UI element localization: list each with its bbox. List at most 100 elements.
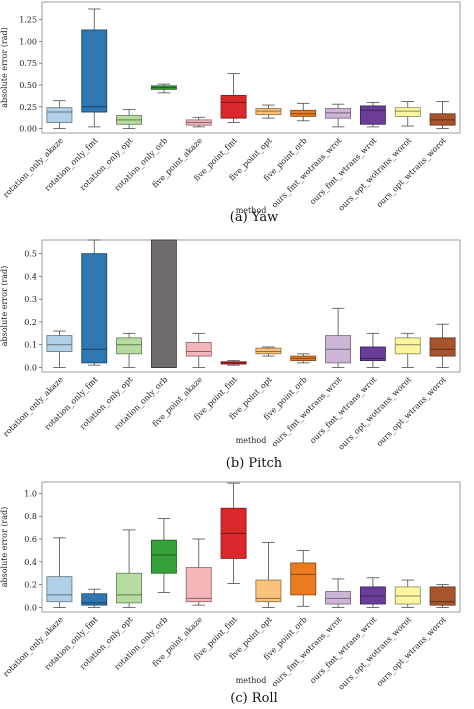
panel-roll: (c) Roll 0.0 0.2 0.4 0.6 0.8 1.0 absolute erro… bbox=[0, 481, 461, 706]
box-five_point_orb bbox=[290, 550, 317, 607]
box-rotation_only_akaze bbox=[46, 537, 73, 608]
y-tick-label: 0.2 bbox=[24, 581, 37, 590]
iqr-box bbox=[255, 579, 282, 603]
y-axis-label: absolute error (rad) bbox=[0, 266, 9, 347]
box-rotation_only_opt bbox=[116, 332, 143, 368]
box-rotation_only_fmt bbox=[81, 8, 108, 128]
iqr-box bbox=[46, 576, 73, 603]
box-five_point_opt bbox=[255, 542, 282, 608]
y-tick-label: 1.25 bbox=[19, 15, 37, 24]
iqr-box bbox=[394, 586, 421, 605]
box-rotation_only_opt bbox=[116, 529, 143, 608]
iqr-box bbox=[220, 95, 247, 119]
box-five_point_fmt bbox=[220, 482, 247, 584]
x-tick-label: ours_fmt_wotrans_wrot bbox=[270, 374, 344, 448]
box-rotation_only_orb bbox=[150, 83, 177, 94]
x-tick-label: rotation_only_akaze bbox=[1, 136, 65, 200]
plot-frame bbox=[41, 1, 461, 134]
iqr-box bbox=[185, 567, 212, 603]
plot-frame bbox=[41, 239, 461, 373]
y-tick-label: 0.5 bbox=[24, 250, 37, 259]
box-rotation_only_fmt bbox=[81, 239, 108, 366]
caption-roll: (c) Roll bbox=[230, 691, 278, 706]
y-tick-label: 0.4 bbox=[24, 558, 37, 567]
y-tick-label: 0.50 bbox=[19, 81, 37, 90]
x-tick-label: ours_opt_wtrans_worot bbox=[375, 135, 449, 209]
box-ours_fmt_wtrans_wrot bbox=[359, 332, 386, 368]
box-ours_opt_wtrans_worot bbox=[429, 584, 456, 608]
iqr-box bbox=[325, 591, 352, 605]
iqr-box bbox=[255, 347, 282, 355]
y-tick-label: 1.0 bbox=[24, 489, 37, 498]
box-five_point_fmt bbox=[220, 73, 247, 123]
iqr-box bbox=[394, 337, 421, 355]
x-tick-label: ours_opt_wtrans_worot bbox=[375, 374, 449, 448]
iqr-box bbox=[150, 539, 177, 574]
box-five_point_akaze bbox=[185, 332, 212, 368]
iqr-box bbox=[116, 337, 143, 355]
x-tick-label: ours_fmt_wotrans_wrot bbox=[270, 135, 344, 209]
box-five_point_fmt bbox=[220, 360, 247, 366]
box-rotation_only_orb bbox=[150, 518, 177, 594]
box-rotation_only_fmt bbox=[81, 588, 108, 608]
y-tick-label: 0.2 bbox=[24, 318, 37, 327]
box-five_point_opt bbox=[255, 104, 282, 119]
y-tick-label: 0.0 bbox=[24, 603, 37, 612]
plot-frame bbox=[41, 481, 461, 613]
iqr-box bbox=[150, 239, 177, 368]
box-ours_opt_wotrans_worot bbox=[394, 101, 421, 127]
iqr-box bbox=[81, 593, 108, 606]
x-axis-label: method bbox=[236, 206, 267, 215]
x-axis-label: method bbox=[236, 436, 267, 445]
y-tick-label: 0.8 bbox=[24, 512, 37, 521]
box-five_point_orb bbox=[290, 353, 317, 364]
box-five_point_opt bbox=[255, 346, 282, 357]
iqr-box bbox=[46, 335, 73, 352]
y-tick-label: 0.4 bbox=[24, 272, 37, 281]
box-ours_opt_wotrans_worot bbox=[394, 579, 421, 608]
box-five_point_akaze bbox=[185, 538, 212, 606]
x-tick-label: rotation_only_akaze bbox=[1, 615, 65, 679]
iqr-box bbox=[116, 572, 143, 604]
box-five_point_orb bbox=[290, 102, 317, 122]
x-tick-label: ours_opt_wotrans_worot bbox=[337, 136, 414, 213]
box-ours_opt_wotrans_worot bbox=[394, 332, 421, 368]
y-axis-label: absolute error (rad) bbox=[0, 27, 9, 108]
box-rotation_only_orb bbox=[150, 239, 177, 368]
y-tick-label: 0.00 bbox=[19, 125, 37, 134]
y-axis-label: absolute error (rad) bbox=[0, 507, 9, 588]
caption-pitch: (b) Pitch bbox=[226, 456, 283, 471]
box-ours_fmt_wotrans_wrot bbox=[325, 578, 352, 608]
iqr-box bbox=[359, 105, 386, 125]
panel-yaw: (a) Yaw 0.00 0.25 0.50 0.75 1.00 1.25 absolute… bbox=[0, 1, 461, 225]
box-rotation_only_akaze bbox=[46, 330, 73, 368]
y-tick-label: 0.6 bbox=[24, 535, 37, 544]
iqr-box bbox=[185, 342, 212, 357]
x-tick-label: ours_opt_wtrans_worot bbox=[375, 614, 449, 688]
iqr-box bbox=[429, 337, 456, 357]
x-tick-label: rotation_only_akaze bbox=[1, 375, 65, 439]
iqr-box bbox=[359, 586, 386, 605]
x-tick-label: ours_opt_wotrans_worot bbox=[337, 375, 414, 452]
x-tick-label: ours_fmt_wtrans_wrot bbox=[308, 374, 379, 445]
box-rotation_only_opt bbox=[116, 109, 143, 130]
y-tick-label: 0.0 bbox=[24, 363, 37, 372]
x-tick-label: ours_opt_wotrans_worot bbox=[337, 615, 414, 692]
box-ours_opt_wtrans_worot bbox=[429, 323, 456, 368]
box-rotation_only_akaze bbox=[46, 100, 73, 130]
iqr-box bbox=[394, 107, 421, 117]
box-ours_fmt_wtrans_wrot bbox=[359, 102, 386, 128]
x-tick-label: ours_fmt_wotrans_wrot bbox=[270, 614, 344, 688]
x-tick-label: ours_fmt_wtrans_wrot bbox=[308, 135, 379, 206]
y-tick-label: 0.75 bbox=[19, 59, 37, 68]
box-ours_fmt_wtrans_wrot bbox=[359, 577, 386, 608]
box-ours_opt_wtrans_worot bbox=[429, 101, 456, 130]
y-tick-label: 1.00 bbox=[19, 37, 37, 46]
box-five_point_akaze bbox=[185, 116, 212, 128]
x-tick-label: ours_fmt_wtrans_wrot bbox=[308, 614, 379, 685]
caption-yaw: (a) Yaw bbox=[230, 210, 278, 225]
y-tick-label: 0.25 bbox=[19, 103, 37, 112]
iqr-box bbox=[290, 562, 317, 596]
x-axis-label: method bbox=[236, 676, 267, 685]
